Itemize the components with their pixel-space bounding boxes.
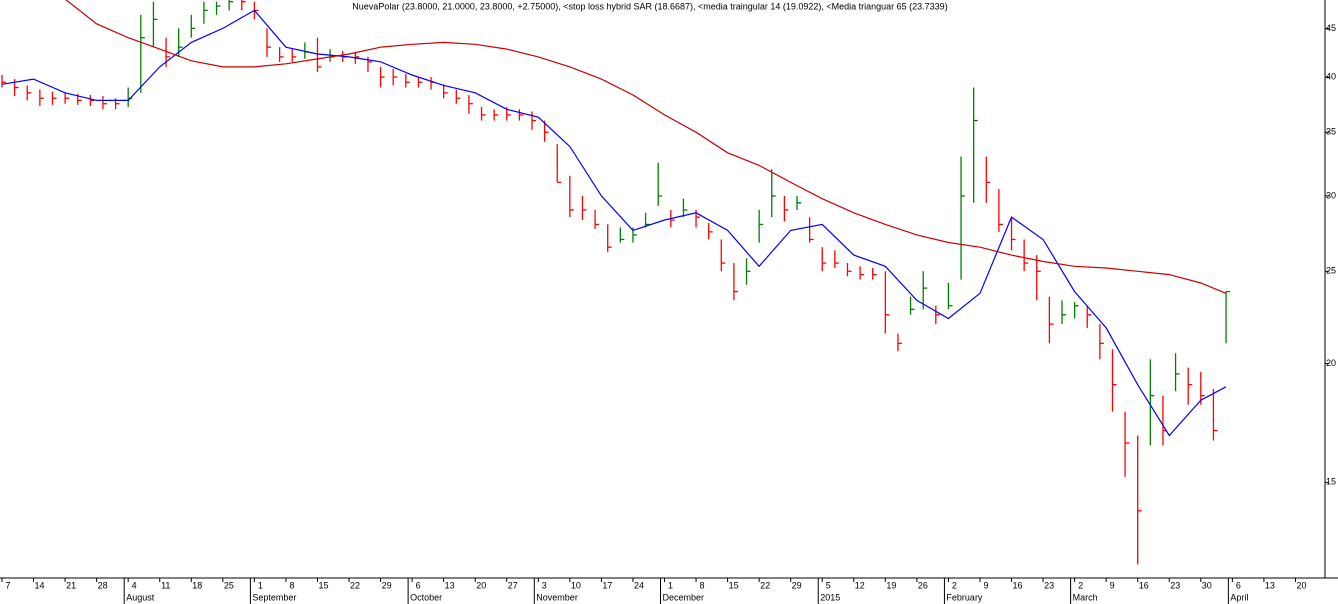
- x-tick-label: 12: [855, 580, 865, 590]
- x-tick-label: 7: [5, 580, 10, 590]
- month-label: September: [252, 592, 296, 602]
- x-tick-label: 6: [416, 580, 421, 590]
- x-tick-label: 17: [602, 580, 612, 590]
- x-tick-label: 9: [1110, 580, 1115, 590]
- x-tick-label: 5: [826, 580, 831, 590]
- month-label: April: [1230, 592, 1248, 602]
- month-label: November: [536, 592, 578, 602]
- x-tick-label: 1: [258, 580, 263, 590]
- x-tick-label: 15: [318, 580, 328, 590]
- month-label: March: [1073, 592, 1098, 602]
- x-tick-label: 22: [760, 580, 770, 590]
- x-tick-label: 6: [1236, 580, 1241, 590]
- x-tick-label: 29: [382, 580, 392, 590]
- x-tick-label: 13: [445, 580, 455, 590]
- x-tick-label: 30: [1202, 580, 1212, 590]
- month-label: October: [410, 592, 442, 602]
- x-tick-label: 8: [700, 580, 705, 590]
- y-tick-label: 20: [1326, 358, 1336, 368]
- x-tick-label: 14: [35, 580, 45, 590]
- x-tick-label: 16: [1139, 580, 1149, 590]
- y-tick-label: 25: [1326, 266, 1336, 276]
- x-tick-label: 23: [1170, 580, 1180, 590]
- x-tick-label: 15: [729, 580, 739, 590]
- x-tick-label: 2: [952, 580, 957, 590]
- x-tick-label: 25: [224, 580, 234, 590]
- x-tick-label: 13: [1265, 580, 1275, 590]
- x-tick-label: 26: [918, 580, 928, 590]
- moving-average-line: [1, 9, 1227, 437]
- chart-title: NuevaPolar (23.8000, 21.0000, 23.8000, +…: [352, 1, 947, 11]
- y-tick-label: 40: [1326, 71, 1336, 81]
- moving-average-line: [65, 0, 1227, 294]
- x-tick-label: 8: [289, 580, 294, 590]
- x-tick-label: 16: [1013, 580, 1023, 590]
- x-tick-label: 18: [192, 580, 202, 590]
- x-tick-label: 20: [1296, 580, 1306, 590]
- x-tick-label: 22: [350, 580, 360, 590]
- x-tick-label: 20: [476, 580, 486, 590]
- x-tick-label: 1: [668, 580, 673, 590]
- x-tick-label: 28: [98, 580, 108, 590]
- month-label: December: [663, 592, 705, 602]
- x-tick-label: 11: [161, 580, 170, 590]
- month-label: February: [946, 592, 983, 602]
- x-tick-label: 3: [542, 580, 547, 590]
- x-tick-label: 9: [983, 580, 988, 590]
- x-tick-label: 10: [571, 580, 581, 590]
- y-tick-label: 30: [1326, 190, 1336, 200]
- y-tick-label: 15: [1326, 477, 1336, 487]
- y-tick-label: 35: [1326, 127, 1336, 137]
- x-tick-label: 29: [792, 580, 802, 590]
- x-tick-label: 21: [66, 580, 76, 590]
- x-tick-label: 27: [508, 580, 518, 590]
- x-tick-label: 2: [1078, 580, 1083, 590]
- x-tick-label: 19: [886, 580, 896, 590]
- month-label: 2015: [820, 592, 840, 602]
- x-tick-label: 23: [1044, 580, 1054, 590]
- x-tick-label: 4: [132, 580, 137, 590]
- x-tick-label: 24: [634, 580, 644, 590]
- y-tick-label: 45: [1326, 23, 1336, 33]
- month-label: August: [126, 592, 155, 602]
